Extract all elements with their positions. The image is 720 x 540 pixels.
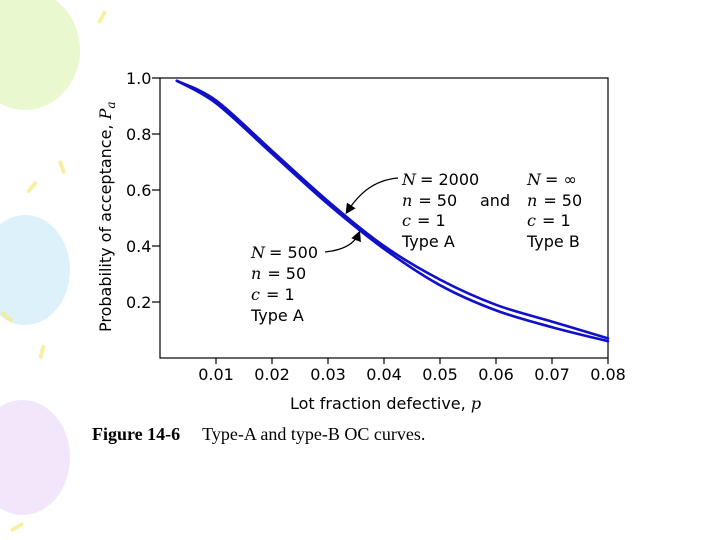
y-tick-label: 0.8 bbox=[126, 125, 151, 144]
figure-label: Figure 14-6 bbox=[92, 424, 181, 444]
x-tick-label: 0.04 bbox=[366, 365, 402, 384]
x-tick-label: 0.01 bbox=[198, 365, 234, 384]
x-tick-label: 0.06 bbox=[478, 365, 514, 384]
y-axis-label: Probability of acceptance, Pa bbox=[96, 101, 118, 332]
x-tick-label: 0.02 bbox=[254, 365, 290, 384]
annotation-n-big-500: N = 500 bbox=[250, 243, 318, 262]
annotation-n-big-a: N = 2000 bbox=[401, 170, 479, 189]
y-tick-label: 0.4 bbox=[126, 237, 151, 256]
annotation-c-a: c = 1 bbox=[402, 211, 446, 230]
x-axis-ticks: 0.01 0.02 0.03 0.04 0.05 0.06 0.07 0.08 bbox=[198, 358, 626, 384]
annotation-n-small-a: n = 50 bbox=[402, 191, 457, 210]
x-tick-label: 0.07 bbox=[534, 365, 570, 384]
x-axis-label: Lot fraction defective, p bbox=[290, 394, 481, 413]
series-lines bbox=[175, 79, 610, 343]
annotation-type-b: N = ∞ n = 50 c = 1 Type B bbox=[526, 170, 582, 251]
series-line-type-a bbox=[175, 79, 610, 340]
annotation-n-big-b: N = ∞ bbox=[526, 170, 577, 189]
annotation-type-label-b: Type B bbox=[526, 232, 580, 251]
x-tick-label: 0.03 bbox=[310, 365, 346, 384]
y-axis-ticks: 0.2 0.4 0.6 0.8 1.0 bbox=[126, 69, 160, 312]
balloon-decoration-blue bbox=[0, 215, 70, 325]
annotation-type-a-500: N = 500 n = 50 c = 1 Type A bbox=[250, 243, 318, 325]
annotation-type-label-500: Type A bbox=[250, 306, 304, 325]
x-tick-label: 0.05 bbox=[422, 365, 458, 384]
annotation-and: and bbox=[480, 191, 510, 210]
annotation-arrow-type-a-500 bbox=[324, 230, 361, 253]
figure-caption-text: Type-A and type-B OC curves. bbox=[202, 424, 426, 444]
y-tick-label: 1.0 bbox=[126, 69, 151, 88]
annotation-c-500: c = 1 bbox=[251, 285, 295, 304]
annotation-type-a-2000: N = 2000 n = 50 c = 1 Type A bbox=[401, 170, 479, 251]
plot-frame bbox=[159, 77, 609, 359]
annotation-type-label-a: Type A bbox=[401, 232, 455, 251]
annotation-arrow-type-a-2000 bbox=[345, 177, 399, 215]
x-tick-label: 0.08 bbox=[590, 365, 626, 384]
figure-caption: Figure 14-6 Type-A and type-B OC curves. bbox=[92, 424, 425, 445]
annotation-n-small-b: n = 50 bbox=[527, 191, 582, 210]
annotation-n-small-500: n = 50 bbox=[251, 264, 306, 283]
y-tick-label: 0.2 bbox=[126, 293, 151, 312]
y-tick-label: 0.6 bbox=[126, 181, 151, 200]
annotation-c-b: c = 1 bbox=[527, 211, 571, 230]
series-line-type-b bbox=[175, 79, 610, 343]
